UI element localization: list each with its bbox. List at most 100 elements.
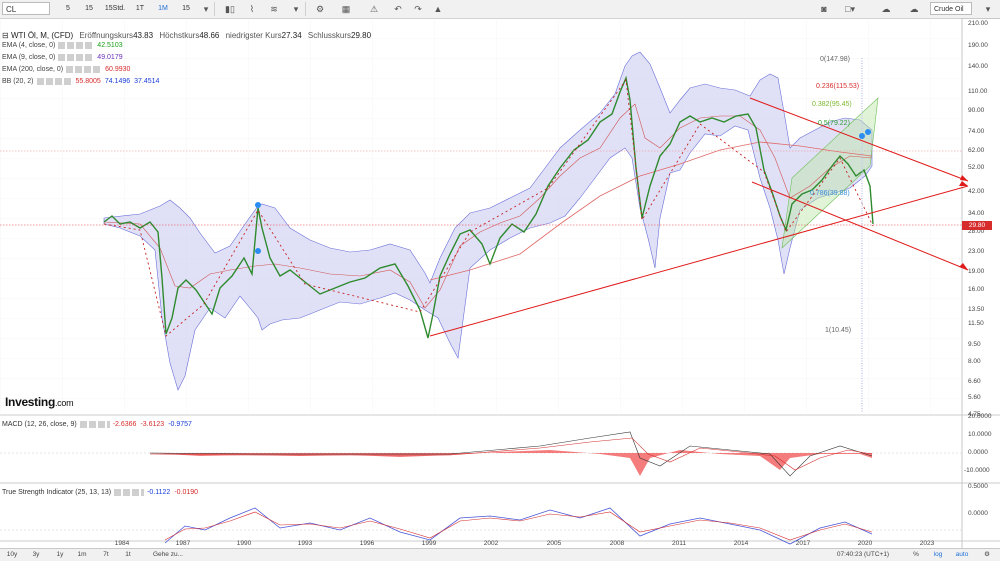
indicator-legend-row[interactable]: EMA (9, close, 0) 49.0179 (2, 53, 127, 63)
interval-button[interactable]: 15 (85, 5, 93, 12)
indicator-legend-row[interactable]: EMA (200, close, 0) 60.9930 (2, 65, 134, 75)
indicator-controls[interactable] (79, 420, 110, 428)
alert-icon[interactable]: ⚠ (369, 4, 379, 14)
marker-icon[interactable] (255, 248, 261, 254)
chevron-down-icon[interactable]: ▾ (985, 4, 991, 14)
collapse-icon[interactable]: ⊟ (2, 31, 11, 40)
ema-9-line (103, 103, 873, 309)
price-axis-label: 28.00 (968, 228, 985, 235)
color-picker-icon[interactable]: □▾ (845, 4, 855, 14)
price-axis-label: 9.50 (968, 341, 981, 348)
last-price-tag: 29.80 (962, 221, 992, 230)
indicator-value: 37.4514 (134, 78, 160, 85)
indicator-value: 74.1496 (104, 78, 131, 85)
candlestick-icon[interactable]: ▮▯ (225, 4, 235, 14)
price-axis-label: 6.60 (968, 378, 981, 385)
tsi-axis-label: 0.5000 (968, 483, 988, 490)
marker-icon[interactable] (255, 202, 261, 208)
price-axis-label: 140.00 (968, 63, 988, 70)
interval-button[interactable]: 1M (158, 5, 168, 12)
indicator-controls[interactable] (36, 77, 73, 85)
arrow-head (959, 263, 968, 270)
fib-level-0382: 0.382(95.45) (812, 101, 852, 108)
tsi-legend: True Strength Indicator (25, 13, 13) -0.1… (2, 488, 202, 498)
macd-signal-line (149, 437, 873, 471)
goto-button[interactable]: Gehe zu... (153, 551, 183, 558)
time-axis-label: 2005 (546, 540, 562, 547)
tsi-line (164, 507, 873, 545)
cloud-load-icon[interactable]: ☁ (909, 4, 919, 14)
interval-button[interactable]: 1T (135, 5, 145, 12)
price-axis-label: 8.00 (968, 358, 981, 365)
auto-scale-toggle[interactable]: auto (955, 551, 969, 558)
macd-label: MACD (12, 26, close, 9) (2, 421, 77, 428)
indicator-controls[interactable] (114, 488, 145, 496)
compare-icon[interactable]: ≋ (270, 4, 278, 14)
range-button[interactable]: 3y (32, 551, 40, 558)
price-axis-label: 42.00 (968, 188, 985, 195)
fib-level-0: 0(147.98) (820, 56, 850, 63)
time-axis-label: 2017 (795, 540, 811, 547)
range-button[interactable]: 1t (125, 551, 131, 558)
range-button[interactable]: 1y (56, 551, 64, 558)
redo-icon[interactable]: ↷ (414, 4, 422, 14)
indicator-legend-row[interactable]: EMA (4, close, 0) 42.5103 (2, 41, 127, 51)
indicator-value: 60.9930 (105, 66, 131, 73)
high-value: 48.66 (199, 31, 220, 40)
fib-channel-area (781, 97, 879, 249)
interval-button[interactable]: 5 (66, 5, 70, 12)
arrow-head (959, 181, 968, 186)
marker-icon[interactable] (859, 133, 865, 139)
price-axis-label: 23.00 (968, 248, 985, 255)
gear-icon[interactable]: ⚙ (315, 4, 325, 14)
time-axis-label: 1999 (421, 540, 437, 547)
price-candles (103, 75, 874, 339)
time-axis-label: 1990 (236, 540, 252, 547)
indicator-label: BB (20, 2) (2, 78, 34, 85)
chart-mode-icon[interactable]: ▲ (433, 4, 443, 14)
line-chart-icon[interactable]: ⌇ (249, 4, 255, 14)
range-button[interactable]: 7t (103, 551, 109, 558)
indicators-icon[interactable]: ▦ (341, 4, 351, 14)
chevron-down-icon[interactable]: ▾ (203, 4, 209, 14)
indicator-controls[interactable] (58, 53, 95, 61)
percent-scale-toggle[interactable]: % (913, 551, 919, 558)
open-label: Eröffnungskurs (79, 31, 134, 40)
price-chart[interactable] (0, 18, 1000, 548)
cloud-save-icon[interactable]: ☁ (881, 4, 891, 14)
price-axis-label: 74.00 (968, 128, 985, 135)
gear-icon[interactable]: ⚙ (984, 551, 990, 558)
range-button[interactable]: 10y (6, 551, 18, 558)
tsi-label: True Strength Indicator (25, 13, 13) (2, 489, 112, 496)
price-axis-label: 16.00 (968, 286, 985, 293)
close-label: Schlusskurs (307, 31, 352, 40)
price-axis-label: 4.75 (968, 411, 981, 418)
undo-icon[interactable]: ↶ (394, 4, 402, 14)
interval-button[interactable]: 15Std. (104, 5, 126, 12)
tsi-value: -0.0190 (174, 489, 199, 496)
price-axis-label: 110.00 (968, 88, 988, 95)
camera-icon[interactable]: ◙ (821, 4, 827, 14)
lower-channel-line (751, 181, 969, 271)
log-scale-toggle[interactable]: log (933, 551, 943, 558)
fib-level-05: 0.5(79.22) (818, 120, 850, 127)
time-axis-label: 2020 (857, 540, 873, 547)
price-axis-label: 5.60 (968, 394, 981, 401)
symbol-input[interactable]: CL (2, 2, 50, 15)
instrument-select[interactable]: Crude Oil (930, 2, 972, 15)
indicator-label: EMA (9, close, 0) (2, 54, 56, 61)
indicator-controls[interactable] (66, 65, 103, 73)
indicator-legend-row[interactable]: BB (20, 2) 55.8005 74.1496 37.4514 (2, 77, 163, 87)
time-axis-label: 2023 (919, 540, 935, 547)
fib-level-0236: 0.236(115.53) (816, 83, 860, 90)
indicator-value: 42.5103 (97, 42, 123, 49)
marker-icon[interactable] (865, 129, 871, 135)
macd-legend: MACD (12, 26, close, 9) -2.6366 -3.6123 -0.… (2, 420, 196, 430)
clock-label: 07:40:23 (UTC+1) (836, 551, 890, 558)
low-value: 27.34 (281, 31, 302, 40)
dropdown-icon[interactable]: ▾ (293, 4, 299, 14)
indicator-controls[interactable] (58, 41, 95, 49)
interval-button[interactable]: 15 (182, 5, 190, 12)
fib-level-1: 1(10.45) (825, 327, 852, 334)
range-button[interactable]: 1m (77, 551, 87, 558)
